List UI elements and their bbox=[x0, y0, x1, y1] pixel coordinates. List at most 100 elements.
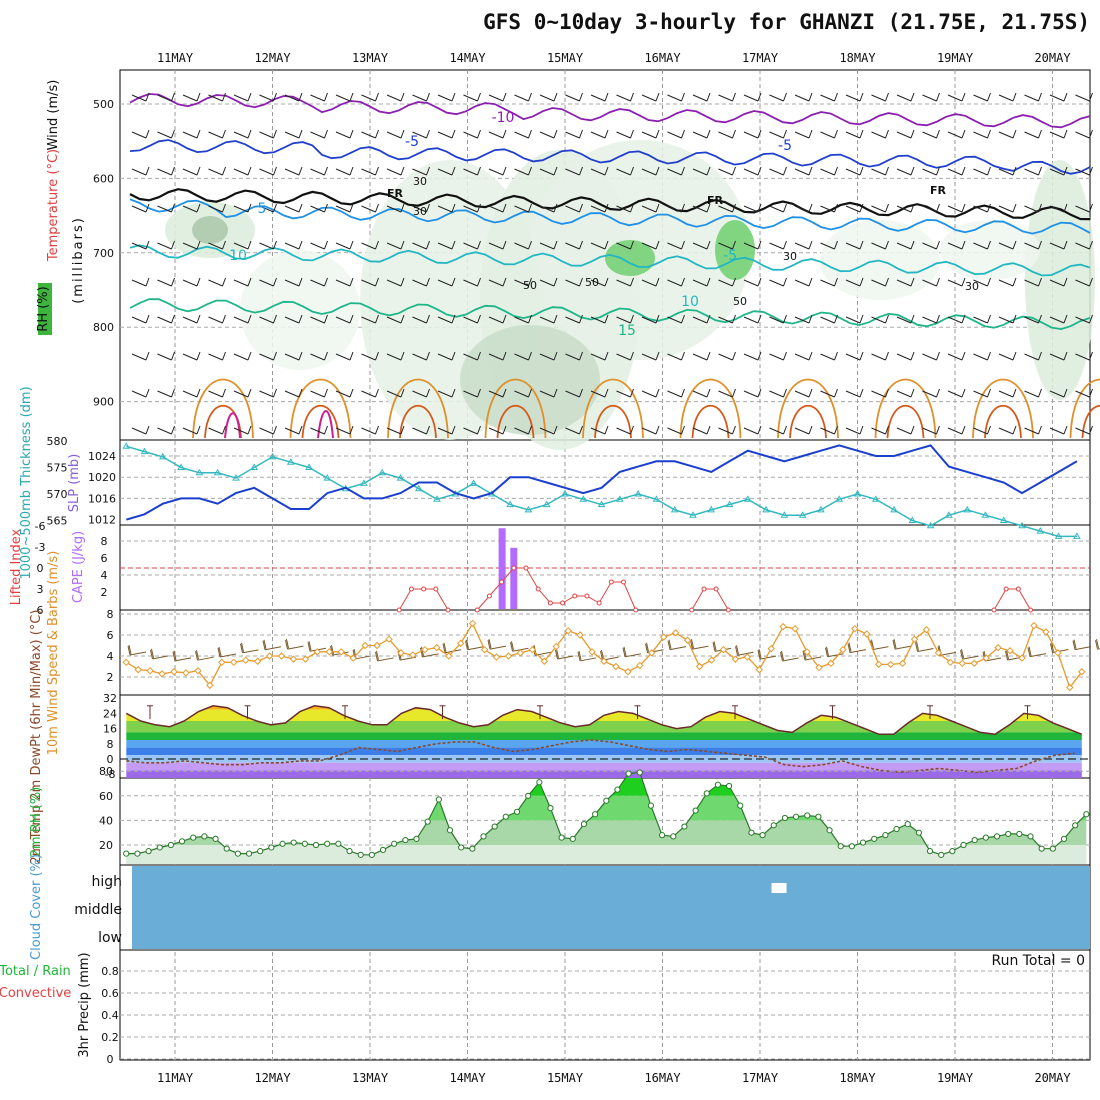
wind-speed-point bbox=[648, 649, 656, 657]
wind-barb bbox=[514, 351, 532, 361]
wind-barb bbox=[590, 129, 609, 139]
wind-barb bbox=[667, 425, 685, 435]
wind-barb bbox=[616, 240, 634, 250]
wind-barb bbox=[871, 425, 889, 435]
wind-barb bbox=[845, 166, 864, 176]
day-label-bottom: 20MAY bbox=[1034, 1071, 1071, 1085]
wind-barb bbox=[973, 203, 991, 213]
wind-barb bbox=[692, 388, 711, 398]
dewpoint-line bbox=[126, 739, 1075, 774]
wind-barb bbox=[208, 277, 226, 287]
wind-barb bbox=[973, 129, 991, 139]
wind-barb-10m bbox=[487, 639, 507, 650]
wind-barb bbox=[1075, 425, 1093, 435]
rh-point bbox=[145, 848, 152, 855]
wind-barb bbox=[667, 240, 685, 250]
li-point bbox=[713, 586, 719, 592]
wind-barb bbox=[947, 277, 966, 287]
rh-point bbox=[859, 839, 867, 846]
wind-barb bbox=[667, 129, 685, 139]
wind-barb bbox=[896, 166, 915, 176]
wind-barb bbox=[820, 425, 838, 435]
rh-point bbox=[815, 813, 822, 820]
temp-arc-inner bbox=[496, 405, 535, 439]
li-point bbox=[486, 593, 492, 599]
li-line bbox=[691, 588, 729, 611]
temp-arc bbox=[874, 378, 937, 439]
wind-barb bbox=[386, 92, 405, 102]
wind-barb bbox=[565, 388, 583, 398]
temp-arc-inner bbox=[1081, 405, 1100, 439]
wind-barb bbox=[973, 166, 991, 176]
wind-barb bbox=[233, 129, 252, 139]
wind-barb bbox=[565, 314, 583, 324]
wind-barb bbox=[361, 166, 379, 176]
wind-barb bbox=[616, 166, 634, 176]
wind-barb bbox=[514, 129, 532, 139]
rh-point bbox=[469, 845, 476, 852]
thickness-point bbox=[506, 500, 515, 508]
wind-barb bbox=[335, 425, 354, 435]
rh-point bbox=[915, 829, 922, 836]
wind-speed-point bbox=[289, 655, 298, 663]
wind-barb-10m bbox=[240, 642, 259, 654]
wind-speed-point bbox=[815, 663, 823, 672]
li-point bbox=[396, 607, 402, 613]
wind-barb bbox=[565, 129, 583, 139]
wind-barb bbox=[386, 425, 405, 435]
li-point bbox=[596, 600, 602, 606]
day-label-bottom: 19MAY bbox=[937, 1071, 974, 1085]
wind-barb bbox=[514, 277, 532, 287]
wind-barb bbox=[233, 277, 252, 287]
wind-barb bbox=[692, 277, 711, 287]
run-total: Run Total = 0 bbox=[991, 953, 1085, 969]
wind-barb bbox=[871, 203, 889, 213]
wind-barb bbox=[667, 351, 685, 361]
rh2m-axis-label: 2m RH (%) bbox=[29, 787, 44, 858]
wind-tick: 6 bbox=[107, 629, 114, 642]
cape-tick: 2 bbox=[101, 586, 108, 599]
wind-barb bbox=[539, 351, 558, 361]
temperature-line--5 bbox=[129, 139, 1091, 175]
wind-barb bbox=[182, 166, 201, 176]
wind-barb bbox=[820, 203, 838, 213]
thickness-point bbox=[743, 495, 752, 502]
temp-arc-inner bbox=[301, 405, 340, 439]
wind-speed-point bbox=[230, 658, 238, 667]
wind-barb bbox=[437, 240, 456, 250]
wind-barb bbox=[973, 92, 991, 102]
day-label-bottom: 15MAY bbox=[547, 1071, 584, 1085]
wind-barb bbox=[565, 92, 583, 102]
wind-barb bbox=[998, 203, 1017, 213]
li-point bbox=[511, 565, 517, 571]
rh-tick: 40 bbox=[99, 814, 113, 827]
wind-speed-point bbox=[791, 624, 799, 633]
wind-speed-point bbox=[898, 659, 907, 668]
wind-speed-point bbox=[982, 654, 990, 662]
wind-barb bbox=[641, 240, 660, 250]
wind-barb bbox=[463, 277, 481, 287]
temp-arc bbox=[192, 378, 254, 439]
freezing-level-label: FR bbox=[707, 194, 724, 207]
wind-barb bbox=[412, 92, 430, 102]
wind-barb bbox=[947, 92, 966, 102]
wind-barb bbox=[1075, 277, 1093, 287]
wind-speed-point bbox=[660, 633, 668, 641]
li-point bbox=[633, 607, 639, 613]
rh-point bbox=[926, 848, 934, 855]
wind-speed-point bbox=[301, 655, 310, 663]
wind-barb bbox=[284, 92, 303, 102]
wind-barb bbox=[386, 129, 405, 139]
wind-barb bbox=[743, 277, 762, 287]
wind-barb bbox=[998, 388, 1017, 398]
wind-barb bbox=[539, 277, 558, 287]
wind-speed-point bbox=[122, 658, 130, 667]
wind-barb bbox=[514, 314, 532, 324]
wind-barb bbox=[437, 166, 456, 176]
wind-barb-10m bbox=[892, 639, 912, 650]
thickness-point bbox=[250, 463, 259, 470]
temp-band bbox=[126, 740, 1082, 748]
wind-barb bbox=[437, 314, 456, 324]
wind-speed-point bbox=[516, 649, 525, 657]
wind-barb bbox=[743, 240, 762, 250]
